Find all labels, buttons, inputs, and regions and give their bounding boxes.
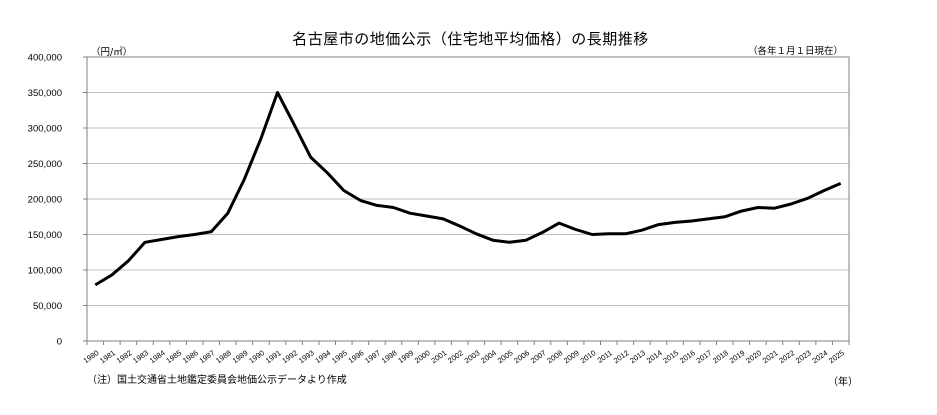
x-tick-label: 2000 xyxy=(413,348,432,365)
x-tick-label: 1981 xyxy=(98,348,117,365)
x-tick-label: 2008 xyxy=(545,348,564,365)
x-tick-label: 2006 xyxy=(512,348,531,365)
x-tick-label: 2001 xyxy=(429,348,448,365)
x-tick-label: 1989 xyxy=(231,348,250,365)
x-tick-label: 1985 xyxy=(164,348,183,365)
as-of-label: （各年１月１日現在） xyxy=(748,46,844,57)
x-tick-label: 2004 xyxy=(479,348,498,365)
x-tick-label: 1996 xyxy=(347,348,366,365)
x-tick-label: 2005 xyxy=(496,348,515,365)
y-tick-label: 50,000 xyxy=(33,301,62,312)
y-tick-label: 350,000 xyxy=(28,88,62,99)
x-axis-ticks: 1980198119821983198419851986198719881989… xyxy=(82,341,850,365)
x-tick-label: 1987 xyxy=(198,348,217,365)
x-tick-label: 2012 xyxy=(612,348,631,365)
x-tick-label: 1982 xyxy=(115,348,134,365)
x-tick-label: 1988 xyxy=(214,348,233,365)
y-tick-label: 400,000 xyxy=(28,53,62,64)
x-tick-label: 1994 xyxy=(314,348,333,365)
x-tick-label: 1991 xyxy=(264,348,283,365)
chart-title: 名古屋市の地価公示（住宅地平均価格）の長期推移 xyxy=(0,28,937,49)
x-tick-label: 2018 xyxy=(711,348,730,365)
x-tick-label: 2020 xyxy=(744,348,763,365)
x-tick-label: 2014 xyxy=(645,348,664,365)
x-tick-label: 1990 xyxy=(247,348,266,365)
x-tick-label: 1997 xyxy=(363,348,382,365)
x-tick-label: 1992 xyxy=(280,348,299,365)
x-tick-label: 2013 xyxy=(628,348,647,365)
source-note: （注）国土交通省土地鑑定委員会地価公示データより作成 xyxy=(87,375,347,386)
x-tick-label: 2009 xyxy=(562,348,581,365)
y-axis-ticks: 0 50,000 100,000 150,000 200,000 250,000 300,0… xyxy=(28,53,87,348)
x-tick-label: 2015 xyxy=(661,348,680,365)
x-tick-label: 2019 xyxy=(728,348,747,365)
x-tick-label: 2022 xyxy=(777,348,796,365)
gridlines xyxy=(87,92,849,306)
x-tick-label: 2007 xyxy=(529,348,548,365)
x-tick-label: 1995 xyxy=(330,348,349,365)
x-tick-label: 2023 xyxy=(794,348,813,365)
y-tick-label: 300,000 xyxy=(28,124,62,135)
series-line-residential-price xyxy=(94,91,842,287)
x-tick-label: 1984 xyxy=(148,348,167,365)
y-tick-label: 200,000 xyxy=(28,195,62,206)
x-tick-label: 2002 xyxy=(446,348,465,365)
x-unit-label: （年） xyxy=(828,377,858,388)
plot-frame xyxy=(86,56,850,342)
x-tick-label: 1980 xyxy=(82,348,101,365)
y-tick-label: 100,000 xyxy=(28,266,62,277)
y-tick-label: 250,000 xyxy=(28,159,62,170)
x-tick-label: 2011 xyxy=(596,348,614,365)
x-tick-label: 2021 xyxy=(761,348,780,365)
x-tick-label: 1993 xyxy=(297,348,316,365)
y-tick-label: 0 xyxy=(57,337,62,348)
y-tick-label: 150,000 xyxy=(28,230,62,241)
x-tick-label: 2016 xyxy=(678,348,697,365)
x-tick-label: 2024 xyxy=(810,348,829,365)
chart-title-text: 名古屋市の地価公示（住宅地平均価格）の長期推移 xyxy=(292,30,649,48)
x-tick-label: 1986 xyxy=(181,348,200,365)
x-tick-label: 2025 xyxy=(827,348,846,365)
x-tick-label: 2003 xyxy=(463,348,482,365)
x-tick-label: 2017 xyxy=(695,348,714,365)
x-tick-label: 1983 xyxy=(131,348,150,365)
x-tick-label: 1998 xyxy=(380,348,399,365)
x-tick-label: 2010 xyxy=(579,348,598,365)
x-tick-label: 1999 xyxy=(396,348,415,365)
y-unit-label: （円/㎡） xyxy=(91,47,133,58)
